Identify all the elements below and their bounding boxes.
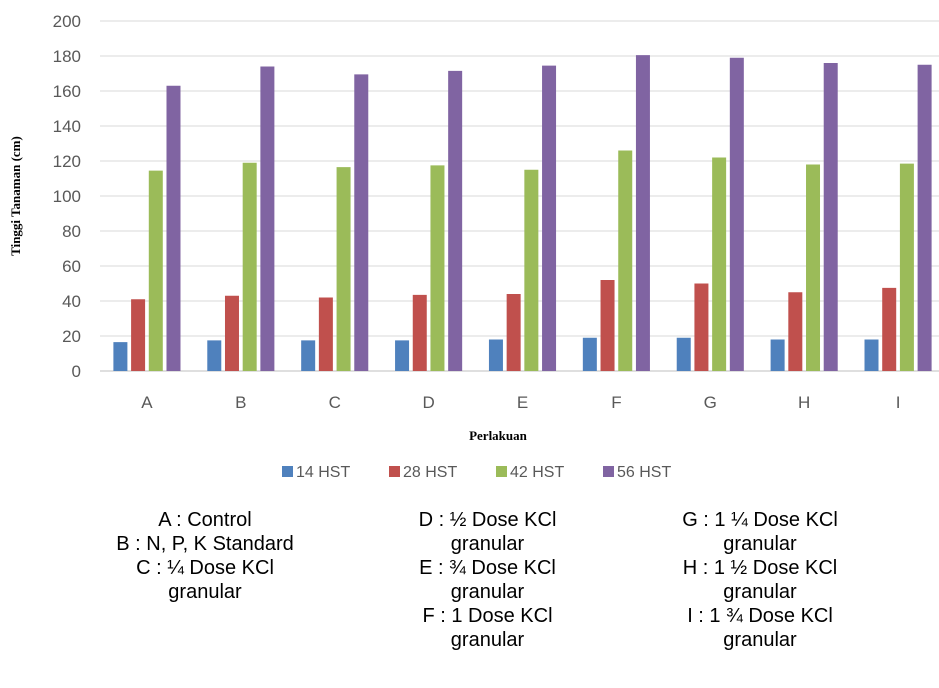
bar-B-42-hst (242, 162, 257, 371)
note-line: C : ¼ Dose KCl (136, 557, 274, 579)
x-tick-label: E (517, 393, 528, 412)
bar-E-56-hst (542, 65, 557, 371)
bar-B-28-hst (224, 295, 239, 371)
x-tick-label: D (422, 393, 434, 412)
note-line: A : Control (158, 509, 252, 531)
bar-E-28-hst (506, 294, 521, 371)
y-tick-label: 180 (53, 47, 81, 66)
bar-H-28-hst (788, 292, 803, 371)
legend: 14 HST 28 HST 42 HST 56 HST (282, 464, 671, 481)
x-tick-label: A (141, 393, 153, 412)
bar-E-14-hst (488, 339, 503, 371)
bar-D-14-hst (395, 340, 410, 371)
y-axis-title: Tinggi Tanaman (cm) (8, 136, 23, 256)
bar-A-56-hst (166, 85, 181, 371)
x-tick-label: G (704, 393, 717, 412)
notes-column-1: A : Control B : N, P, K Standard C : ¼ D… (80, 508, 330, 604)
bar-E-42-hst (524, 169, 539, 371)
notes-column-3: G : 1 ¼ Dose KCl granular H : 1 ½ Dose K… (645, 508, 875, 652)
y-tick-label: 160 (53, 82, 81, 101)
legend-label: 28 HST (403, 464, 457, 481)
legend-swatch-14-hst (282, 466, 293, 477)
bar-H-42-hst (806, 164, 821, 371)
y-tick-label: 0 (72, 362, 81, 381)
bar-C-56-hst (354, 74, 369, 371)
bar-C-14-hst (301, 340, 316, 371)
bars (113, 55, 932, 371)
bar-A-42-hst (148, 170, 163, 371)
y-tick-label: 120 (53, 152, 81, 171)
bar-H-14-hst (770, 339, 785, 371)
note-line: H : 1 ½ Dose KCl (682, 557, 838, 579)
y-tick-label: 200 (53, 12, 81, 31)
note-line: G : 1 ¼ Dose KCl (682, 509, 838, 531)
note-line: F : 1 Dose KCl (422, 605, 553, 627)
y-tick-label: 80 (62, 222, 81, 241)
bar-F-14-hst (582, 337, 597, 371)
y-tick-label: 40 (62, 292, 81, 311)
note-line: granular (723, 533, 797, 555)
bar-G-56-hst (729, 57, 744, 371)
gridlines (100, 20, 939, 372)
bar-G-14-hst (676, 337, 691, 371)
y-tick-label: 140 (53, 117, 81, 136)
x-tick-label: C (329, 393, 341, 412)
bar-H-56-hst (823, 63, 838, 371)
bar-I-28-hst (882, 287, 897, 371)
bar-B-14-hst (207, 340, 222, 371)
bar-G-42-hst (712, 157, 727, 371)
bar-I-14-hst (864, 339, 879, 371)
x-tick-label: B (235, 393, 246, 412)
bar-C-28-hst (318, 297, 333, 371)
legend-swatch-28-hst (389, 466, 400, 477)
note-line: B : N, P, K Standard (116, 533, 294, 555)
note-line: granular (450, 581, 525, 603)
bar-I-56-hst (917, 64, 932, 371)
bar-D-42-hst (430, 165, 445, 371)
legend-swatch-42-hst (496, 466, 507, 477)
treatment-notes: A : Control B : N, P, K Standard C : ¼ D… (0, 508, 939, 688)
bar-I-42-hst (899, 163, 914, 371)
legend-label: 14 HST (296, 464, 350, 481)
bar-F-42-hst (618, 150, 633, 371)
bar-C-42-hst (336, 167, 351, 371)
legend-swatch-56-hst (603, 466, 614, 477)
note-line: E : ¾ Dose KCl (419, 557, 556, 579)
note-line: D : ½ Dose KCl (418, 509, 557, 531)
note-line: I : 1 ¾ Dose KCl (687, 605, 833, 627)
legend-label: 42 HST (510, 464, 564, 481)
x-axis-title: Perlakuan (469, 428, 528, 443)
note-line: granular (450, 533, 525, 555)
bar-A-28-hst (131, 299, 146, 371)
note-line: granular (450, 629, 525, 651)
bar-D-28-hst (412, 294, 427, 371)
bar-D-56-hst (448, 70, 463, 371)
y-axis-ticks: 0 20 40 60 80 100 120 140 160 180 200 (53, 12, 81, 381)
x-tick-label: I (896, 393, 901, 412)
y-tick-label: 20 (62, 327, 81, 346)
x-tick-label: H (798, 393, 810, 412)
bar-B-56-hst (260, 66, 275, 371)
legend-label: 56 HST (617, 464, 671, 481)
y-tick-label: 60 (62, 257, 81, 276)
bar-F-28-hst (600, 280, 615, 371)
bar-chart: 0 20 40 60 80 100 120 140 160 180 200 A B C D E F G H I Pe… (8, 12, 939, 481)
bar-F-56-hst (635, 55, 650, 371)
y-tick-label: 100 (53, 187, 81, 206)
bar-G-28-hst (694, 283, 709, 371)
notes-column-2: D : ½ Dose KCl granular E : ¾ Dose KCl g… (375, 508, 600, 652)
x-tick-label: F (611, 393, 621, 412)
x-axis-ticks: A B C D E F G H I (141, 393, 900, 412)
bar-A-14-hst (113, 342, 128, 371)
note-line: granular (168, 581, 242, 603)
note-line: granular (723, 581, 797, 603)
note-line: granular (723, 629, 797, 651)
